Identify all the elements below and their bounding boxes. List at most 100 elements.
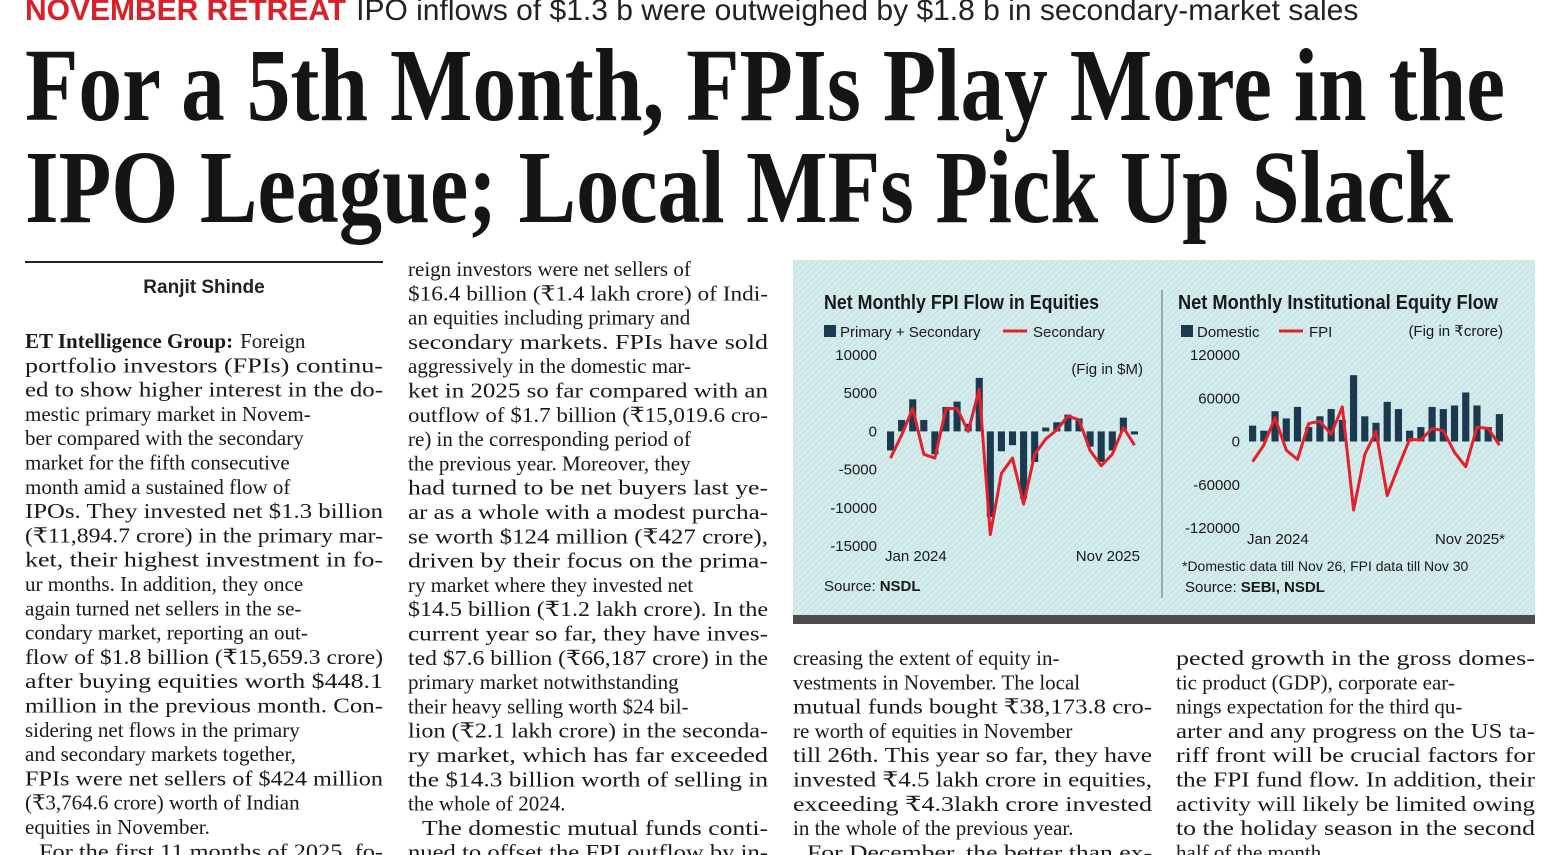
body-line: pected growth in the gross domes- [1176, 646, 1535, 670]
body-line: again turned net sellers in the se- [25, 596, 301, 620]
x-tick-label: Jan 2024 [1247, 531, 1309, 548]
bar [1064, 414, 1072, 432]
body-line: to the holiday season in the second [1176, 816, 1536, 840]
bar [920, 419, 928, 432]
bar [1428, 406, 1436, 442]
bar [953, 401, 961, 432]
bar [1086, 431, 1094, 447]
bar [1417, 427, 1425, 442]
y-tick-label: 5000 [844, 385, 877, 402]
body-line: million in the previous month. Con- [25, 694, 383, 718]
body-line: an equities including primary and [408, 306, 691, 330]
bar [1008, 431, 1017, 446]
body-line: after buying equities worth $448.1 [25, 669, 383, 693]
body-line: sidering net flows in the primary [25, 718, 300, 742]
body-line: For the first 11 months of 2025, fo- [39, 839, 383, 855]
bar [1349, 375, 1358, 442]
body-line: current year so far, they have inves- [408, 622, 768, 646]
chart-title: Net Monthly Institutional Equity Flow [1178, 292, 1498, 314]
body-line: FPIs were net sellers of $424 million [25, 766, 384, 790]
source-label: Source: [1185, 579, 1237, 596]
bar [1053, 422, 1061, 432]
bar [909, 399, 917, 432]
bar [1108, 431, 1116, 451]
body-line: ket in 2025 so far compared with an [408, 379, 769, 403]
body-line: portfolio investors (FPIs) continu- [25, 353, 383, 377]
body-line: IPOs. They invested net $1.3 billion [25, 499, 384, 523]
line [1251, 405, 1501, 512]
bar [1361, 416, 1369, 442]
bar [1383, 401, 1391, 442]
body-line: ry market where they invested net [408, 573, 693, 597]
body-line: market for the fifth consecutive [25, 451, 290, 475]
bar [931, 431, 939, 455]
y-tick-label: -15000 [830, 538, 877, 555]
source-label: Source: [824, 578, 876, 595]
bar [1130, 431, 1139, 435]
body-line: the $14.3 billion worth of selling in [408, 767, 769, 791]
body-line: their heavy selling worth $24 bil- [408, 694, 689, 718]
body-line: Foreign [240, 329, 306, 353]
bar [1075, 418, 1083, 432]
bar [1406, 430, 1414, 442]
bar [1462, 392, 1470, 442]
body-line: secondary markets. FPIs have sold [408, 330, 769, 354]
bar [1495, 414, 1503, 442]
body-line: till 26th. This year so far, they have [793, 743, 1152, 767]
bar [997, 431, 1005, 452]
bar [1305, 427, 1313, 442]
lead: ET Intelligence Group: [25, 329, 233, 353]
body-line: mutual funds bought ₹38,173.8 cro- [793, 695, 1152, 719]
body-line: equities in November. [25, 815, 210, 839]
body-line: condary market, reporting an out- [25, 621, 308, 645]
body-line: lion (₹2.1 lakh crore) in the seconda- [408, 719, 768, 743]
y-tick-label: -5000 [839, 462, 877, 479]
body-line: exceeding ₹4.3lakh crore invested [793, 792, 1153, 816]
footnote: *Domestic data till Nov 26, FPI data til… [1182, 558, 1469, 574]
bar [1249, 425, 1257, 442]
body-line: and secondary markets together, [25, 742, 296, 766]
body-line: driven by their focus on the prima- [408, 549, 768, 573]
body-line: the FPI fund flow. In addition, their [1176, 768, 1535, 792]
x-tick-label: Nov 2025 [1076, 548, 1140, 565]
body-line: tic product (GDP), corporate ear- [1176, 670, 1455, 694]
body-line: ur months. In addition, they once [25, 572, 303, 596]
kicker: NOVEMBER RETREAT [25, 0, 346, 27]
y-tick-label: 120000 [1190, 347, 1240, 364]
bar [1271, 411, 1279, 442]
body-line: $16.4 billion (₹1.4 lakh crore) of Indi- [408, 281, 768, 305]
body-line: ket, their highest investment in fo- [25, 548, 383, 572]
y-tick-label: -120000 [1185, 520, 1240, 537]
y-tick-label: -60000 [1193, 477, 1240, 494]
legend-label: Primary + Secondary [840, 324, 981, 341]
body-line: (₹3,764.6 crore) worth of Indian [25, 791, 300, 815]
body-line: invested ₹4.5 lakh crore in equities, [793, 768, 1152, 792]
body-line: had turned to be net buyers last ye- [408, 476, 768, 500]
body-line: The domestic mutual funds conti- [422, 816, 768, 840]
body-line: (₹11,894.7 crore) in the primary mar- [25, 523, 383, 547]
body-line: ted $7.6 billion (₹66,187 crore) in the [408, 646, 768, 670]
body-line: activity will likely be limited owing [1176, 792, 1536, 816]
chart-panel-bar [793, 615, 1535, 624]
bar [1119, 417, 1127, 432]
body-line: ry market, which has far exceeded [408, 743, 769, 767]
headline: IPO League; Local MFs Pick Up Slack [25, 130, 1453, 245]
body-line: se worth $124 million (₹427 crore), [408, 524, 768, 548]
bar [1293, 406, 1302, 442]
body-line: vestments in November. The local [793, 670, 1080, 694]
unit-note: (Fig in $M) [1071, 361, 1143, 378]
body-line: aggressively in the domestic mar- [408, 354, 691, 378]
line [889, 387, 1136, 536]
y-tick-label: 60000 [1198, 390, 1240, 407]
bar [1394, 409, 1403, 442]
legend-swatch [824, 325, 836, 337]
y-tick-label: 0 [1232, 434, 1240, 451]
body-line: nings expectation for the third qu- [1176, 695, 1462, 719]
bar [986, 431, 994, 517]
source: NSDL [880, 578, 921, 595]
source: SEBI, NSDL [1241, 579, 1325, 596]
deck: IPO inflows of $1.3 b were outweighed by… [356, 0, 1358, 27]
body-line: mestic primary market in Novem- [25, 402, 311, 426]
